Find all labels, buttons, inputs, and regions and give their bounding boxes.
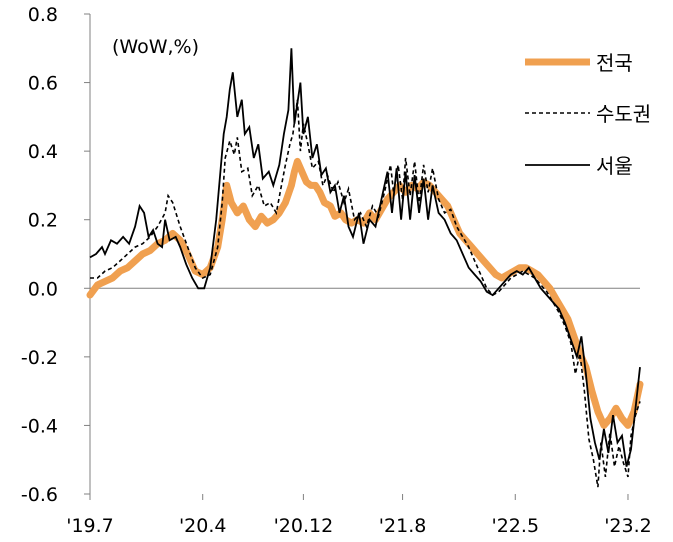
x-tick-label: '20.4 xyxy=(179,515,227,537)
legend-label-1: 수도권 xyxy=(596,102,651,126)
y-tick-label: -0.2 xyxy=(21,347,58,369)
unit-label: (WoW,%) xyxy=(112,36,199,58)
x-tick-label: '20.12 xyxy=(274,515,334,537)
y-tick-label: -0.4 xyxy=(21,415,58,437)
y-tick-label: -0.6 xyxy=(21,484,58,506)
x-tick-label: '21.8 xyxy=(379,515,427,537)
y-tick-label: 0.2 xyxy=(28,210,58,232)
legend-label-0: 전국 xyxy=(596,51,633,75)
x-axis-ticks: '19.7 '20.4 '20.12 '21.8 '22.5 '23.2 xyxy=(66,494,652,537)
series-line-0 xyxy=(86,157,644,429)
y-tick-label: 0.4 xyxy=(28,141,58,163)
y-axis-ticks: 0.8 0.6 0.4 0.2 0.0 -0.2 -0.4 -0.6 xyxy=(21,4,90,506)
y-tick-label: 0.8 xyxy=(28,4,58,26)
series-layer xyxy=(86,48,644,488)
legend-label-2: 서울 xyxy=(596,154,633,178)
x-tick-label: '23.2 xyxy=(604,515,652,537)
x-tick-label: '22.5 xyxy=(492,515,540,537)
series-line-2 xyxy=(89,48,641,467)
y-tick-label: 0.6 xyxy=(28,73,58,95)
y-tick-label: 0.0 xyxy=(28,278,58,300)
series-line-1 xyxy=(90,99,641,488)
x-tick-label: '19.7 xyxy=(66,515,114,537)
